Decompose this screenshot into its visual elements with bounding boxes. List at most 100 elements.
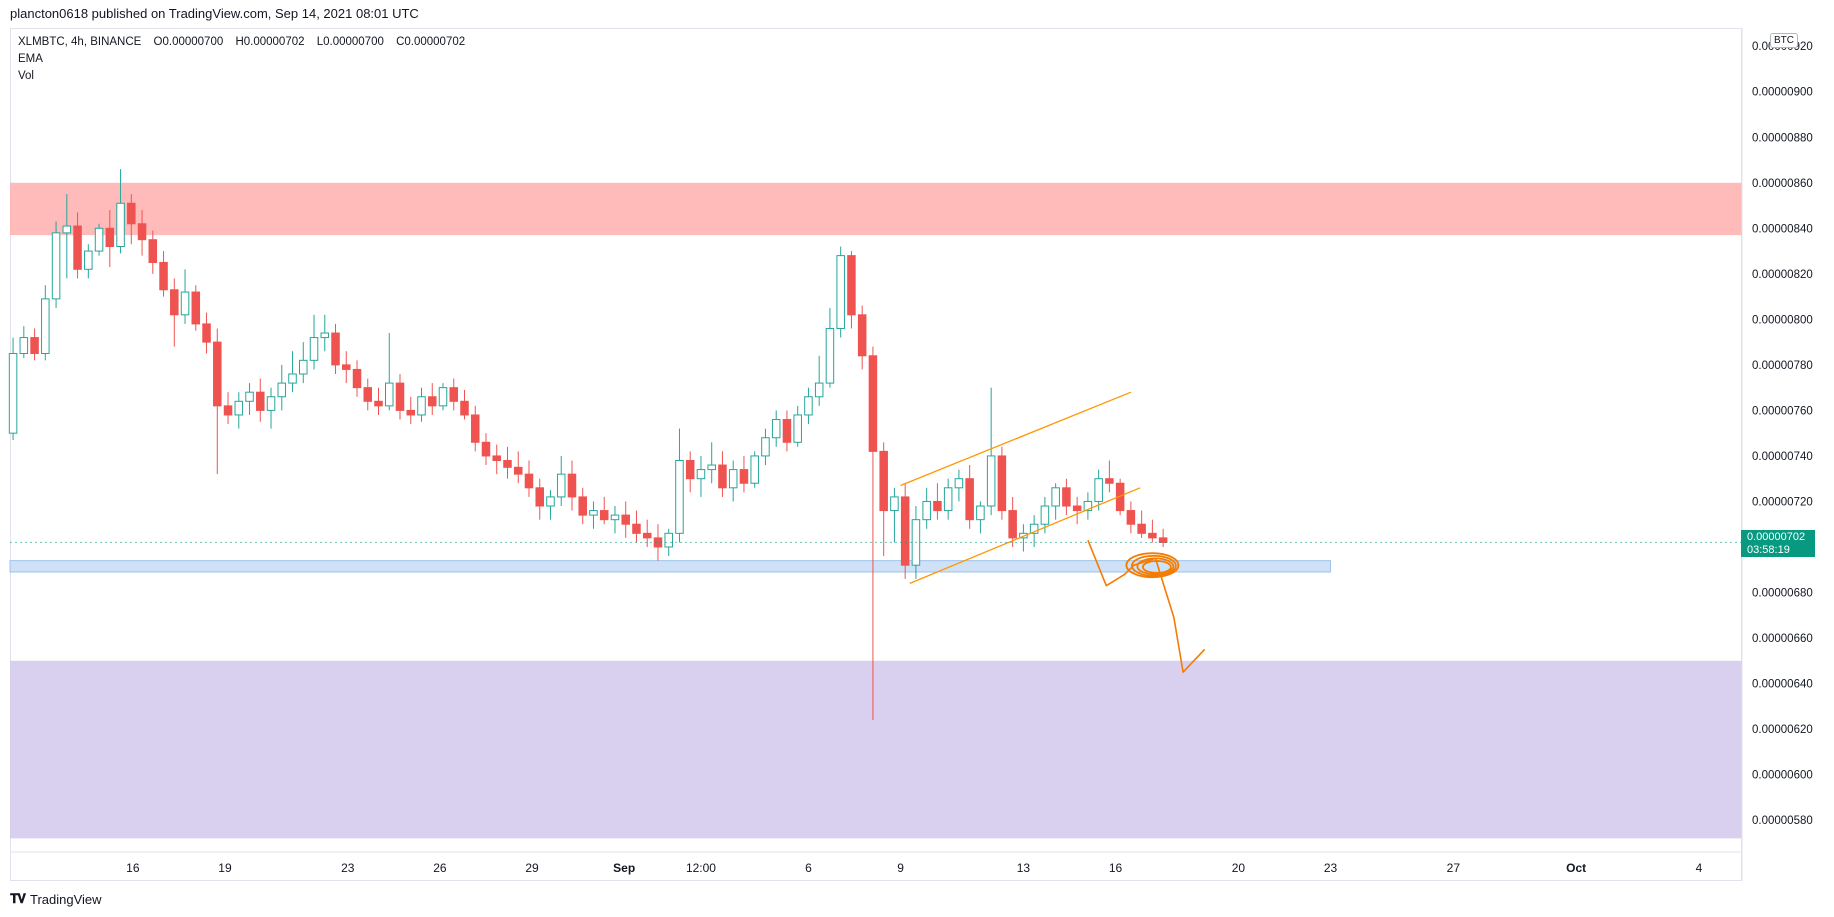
candle-body: [965, 478, 974, 521]
y-tick-label: 0.00000660: [1752, 633, 1813, 645]
candle-body: [1126, 510, 1136, 525]
candle-body: [127, 202, 136, 225]
x-tick-label: 26: [433, 861, 447, 875]
candle-body: [804, 396, 813, 416]
candle-body: [954, 478, 964, 489]
candle-body: [234, 400, 244, 416]
candle-body: [535, 487, 544, 507]
tradingview-logo-icon: 𝐓𝐕: [10, 891, 26, 906]
x-tick-label: 13: [1017, 861, 1031, 875]
candle-body: [739, 469, 749, 484]
last-price-tag: 0.00000702 03:58:19: [1741, 530, 1815, 557]
candle-body: [664, 532, 673, 548]
candle-body: [793, 414, 802, 443]
axis-layer: 0.000009200.000009000.000008800.00000860…: [10, 28, 1813, 881]
indicator-vol[interactable]: Vol: [18, 70, 34, 82]
candle-body: [890, 496, 899, 512]
candle-body: [299, 359, 308, 375]
candle-body: [771, 419, 781, 439]
candle-body: [1051, 487, 1060, 507]
target-circle: [1141, 560, 1172, 574]
candle-body: [707, 464, 716, 471]
candle-body: [8, 353, 18, 434]
y-tick-label: 0.00000780: [1752, 360, 1813, 372]
ohlc-close: C0.00000702: [396, 36, 466, 48]
zone-resistance: [10, 182, 1742, 236]
candle-body: [352, 368, 362, 389]
x-tick-label: 4: [1696, 861, 1703, 875]
candle-body: [610, 514, 620, 521]
candle-body: [814, 382, 824, 398]
candle-body: [406, 409, 416, 416]
candle-body: [546, 496, 555, 507]
candle-body: [460, 400, 469, 416]
candle-body: [213, 341, 222, 407]
x-tick-label: 19: [218, 861, 232, 875]
candle-body: [245, 391, 254, 402]
candle-body: [524, 473, 534, 489]
candle-body: [836, 255, 845, 329]
candle-body: [556, 473, 566, 498]
y-tick-label: 0.00000900: [1752, 87, 1813, 99]
candle-body: [84, 250, 93, 270]
candle-body: [675, 459, 684, 534]
candle-body: [277, 382, 287, 398]
target-circle: [1125, 552, 1180, 579]
candle-body: [73, 225, 82, 270]
indicator-ema[interactable]: EMA: [18, 53, 43, 65]
candle-body: [503, 459, 512, 468]
chart-legend: XLMBTC, 4h, BINANCE O0.00000700 H0.00000…: [18, 34, 474, 85]
candle-body: [1158, 537, 1168, 543]
candle-body: [943, 487, 953, 512]
candle-body: [632, 523, 641, 534]
candle-body: [728, 469, 738, 489]
candle-body: [513, 466, 523, 475]
candle-body: [621, 514, 630, 525]
candle-body: [1008, 510, 1017, 539]
candle-body: [148, 239, 158, 263]
candle-body: [41, 298, 50, 355]
candle-body: [685, 459, 695, 480]
candle-body: [159, 261, 168, 291]
legend-symbol-row[interactable]: XLMBTC, 4h, BINANCE O0.00000700 H0.00000…: [18, 34, 474, 51]
candle-body: [1029, 523, 1039, 534]
channel-line: [909, 487, 1141, 585]
candle-body: [857, 314, 867, 357]
ohlc-high: H0.00000702: [235, 36, 305, 48]
candle-body: [417, 396, 426, 416]
candle-body: [750, 455, 759, 484]
candle-body: [384, 382, 394, 407]
y-tick-label: 0.00000840: [1752, 223, 1813, 235]
candle-body: [191, 291, 201, 325]
candle-body: [309, 337, 319, 361]
candle-body: [427, 396, 437, 407]
candle-body: [696, 469, 706, 480]
ohlc-low: L0.00000700: [316, 36, 384, 48]
candle-body: [320, 332, 330, 339]
y-tick-label: 0.00000600: [1752, 770, 1813, 782]
candle-body: [266, 396, 276, 411]
candle-body: [438, 387, 448, 407]
candle-body: [589, 510, 598, 516]
candle-body: [481, 441, 491, 457]
symbol-label[interactable]: XLMBTC, 4h, BINANCE: [18, 36, 142, 48]
candle-body: [761, 437, 770, 457]
candle-body: [1137, 523, 1146, 534]
candle-body: [1148, 532, 1157, 539]
candle-body: [847, 255, 856, 316]
candle-body: [19, 337, 29, 355]
candle-body: [578, 496, 587, 516]
tradingview-logo[interactable]: 𝐓𝐕 TradingView: [10, 891, 102, 907]
y-tick-label: 0.00000880: [1752, 132, 1813, 144]
channel-line: [900, 391, 1132, 487]
candle-body: [1062, 487, 1071, 507]
y-tick-label: 0.00000580: [1752, 815, 1813, 827]
published-by-line: plancton0618 published on TradingView.co…: [10, 6, 419, 21]
x-tick-label: 12:00: [686, 861, 716, 875]
candle-body: [170, 289, 179, 316]
candle-body: [933, 500, 942, 512]
candle-body: [202, 323, 211, 343]
candle-body: [180, 291, 190, 316]
currency-badge[interactable]: BTC: [1770, 33, 1798, 48]
